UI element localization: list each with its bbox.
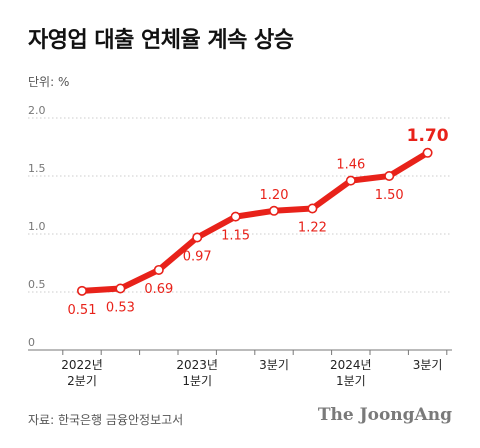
data-point — [307, 203, 318, 214]
x-tick-label: 3분기 — [259, 358, 289, 372]
x-tick-label: 2023년 — [176, 358, 218, 372]
y-tick-label: 1.5 — [28, 162, 46, 175]
data-label: 0.53 — [106, 301, 135, 316]
x-tick-label: 2분기 — [67, 374, 97, 388]
data-label: 1.20 — [260, 188, 289, 203]
brand-logo: The JoongAng — [317, 405, 452, 425]
x-tick-label: 2024년 — [330, 358, 372, 372]
data-point — [422, 147, 433, 158]
x-axis: 2022년 2분기 2023년 1분기 3분기 2024년 1분기 3분기 — [28, 349, 452, 388]
series-line — [79, 149, 431, 294]
data-label: 1.22 — [298, 220, 327, 235]
grid-lines — [28, 117, 452, 293]
x-tick-label: 1분기 — [182, 374, 212, 388]
source-note: 자료: 한국은행 금융안정보고서 — [28, 413, 184, 427]
series-line-group — [79, 149, 431, 294]
data-label: 1.46 — [336, 158, 365, 173]
data-point — [77, 285, 88, 296]
x-tick-label: 3분기 — [413, 358, 443, 372]
x-tick-label: 1분기 — [336, 374, 366, 388]
data-point — [192, 232, 203, 243]
y-tick-label: 1.0 — [28, 220, 46, 233]
data-point — [345, 175, 356, 186]
y-tick-label: 2.0 — [28, 104, 46, 117]
x-tick-label: 2022년 — [61, 358, 103, 372]
data-label: 0.97 — [183, 249, 212, 264]
data-point — [384, 171, 395, 182]
data-label: 1.50 — [375, 188, 404, 203]
data-label: 0.51 — [68, 303, 97, 318]
data-label: 1.15 — [221, 229, 250, 244]
chart-title: 자영업 대출 연체율 계속 상승 — [28, 28, 294, 53]
data-point — [115, 283, 126, 294]
data-label: 1.70 — [407, 126, 449, 146]
data-point — [153, 264, 164, 275]
data-labels: 0.51 0.53 0.69 0.97 1.15 1.20 1.22 1.46 1.50 1.70 — [68, 126, 449, 318]
unit-label: 단위: % — [28, 75, 70, 89]
data-point — [268, 205, 279, 216]
data-label: 0.69 — [144, 282, 173, 297]
data-points — [77, 147, 433, 296]
y-tick-label: 0 — [28, 336, 35, 349]
data-point — [230, 211, 241, 222]
y-axis-ticks: 0 0.5 1.0 1.5 2.0 — [28, 104, 46, 349]
y-tick-label: 0.5 — [28, 278, 46, 291]
